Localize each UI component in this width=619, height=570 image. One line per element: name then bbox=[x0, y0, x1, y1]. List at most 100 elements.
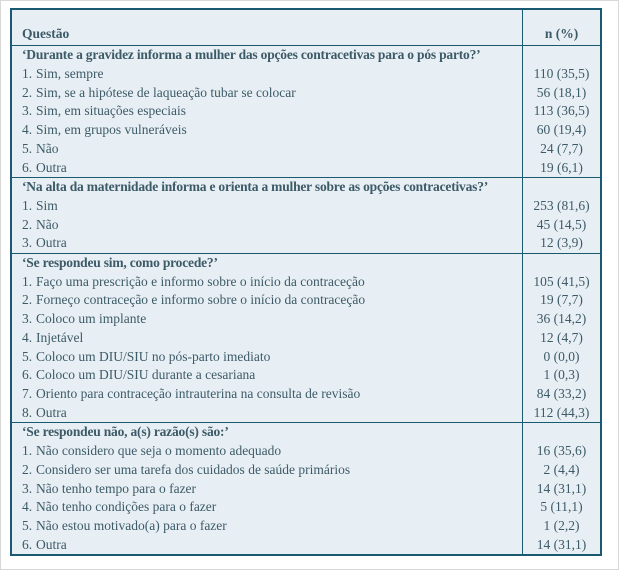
table-row: 5. Não estou motivado(a) para o fazer 1 (2… bbox=[12, 516, 600, 536]
item-value: 84 (33,2) bbox=[522, 384, 600, 404]
item-value: 110 (35,5) bbox=[522, 64, 600, 84]
item-number: 2. bbox=[22, 292, 33, 308]
item-text: Sim, sempre bbox=[36, 66, 104, 82]
table-header-row: Questão n (%) bbox=[12, 10, 600, 46]
item-value: 2 (4,4) bbox=[522, 460, 600, 480]
item-number: 5. bbox=[22, 348, 33, 364]
item-number: 2. bbox=[22, 461, 33, 477]
item-value: 16 (35,6) bbox=[522, 441, 600, 461]
item-text: Não bbox=[36, 216, 59, 232]
table-row: 4. Não tenho condições para o fazer 5 (11,… bbox=[12, 497, 600, 517]
item-text: Não considero que seja o momento adequad… bbox=[36, 443, 282, 459]
table-row: 3. Não tenho tempo para o fazer 14 (31,1) bbox=[12, 479, 600, 498]
table-row: 2. Sim, se a hipótese de laqueação tubar … bbox=[12, 83, 600, 103]
item-text: Não tenho condições para o fazer bbox=[36, 499, 217, 515]
questionnaire-table: Questão n (%) ‘Durante a gravidez inform… bbox=[10, 8, 602, 556]
item-label: 1. Sim, sempre bbox=[12, 66, 522, 82]
item-number: 6. bbox=[22, 536, 33, 552]
item-label: 2. Não bbox=[12, 217, 522, 233]
item-number: 1. bbox=[22, 66, 33, 82]
item-text: Sim, em grupos vulneráveis bbox=[36, 122, 187, 138]
item-text: Injetável bbox=[36, 329, 84, 345]
item-label: 2. Forneço contraceção e informo sobre o … bbox=[12, 292, 522, 308]
item-text: Considero ser uma tarefa dos cuidados de… bbox=[36, 461, 351, 477]
table-row: 1. Sim 253 (81,6) bbox=[12, 196, 600, 216]
item-number: 1. bbox=[22, 197, 33, 213]
item-text: Sim bbox=[36, 197, 58, 213]
item-text: Sim, se a hipótese de laqueação tubar se… bbox=[36, 84, 296, 100]
item-text: Outra bbox=[36, 404, 67, 420]
item-number: 6. bbox=[22, 367, 33, 383]
table-row: 1. Sim, sempre 110 (35,5) bbox=[12, 64, 600, 84]
table-row: 5. Coloco um DIU/SIU no pós-parto imediat… bbox=[12, 347, 600, 366]
item-text: Outra bbox=[36, 235, 67, 251]
item-value: 14 (31,1) bbox=[522, 479, 600, 498]
item-number: 3. bbox=[22, 311, 33, 327]
section-title: ‘Na alta da maternidade informa e orient… bbox=[22, 179, 489, 195]
table-row: 4. Sim, em grupos vulneráveis 60 (19,4) bbox=[12, 120, 600, 140]
item-value: 14 (31,1) bbox=[522, 535, 600, 554]
table-body: ‘Durante a gravidez informa a mulher das… bbox=[12, 46, 600, 554]
section-header-row: ‘Durante a gravidez informa a mulher das… bbox=[12, 46, 600, 65]
item-number: 3. bbox=[22, 480, 33, 496]
item-text: Outra bbox=[36, 159, 67, 175]
section-header-row: ‘Se respondeu não, a(s) razão(s) são:’ bbox=[12, 422, 600, 442]
item-text: Outra bbox=[36, 536, 67, 552]
item-number: 8. bbox=[22, 404, 33, 420]
item-value: 24 (7,7) bbox=[522, 139, 600, 159]
item-number: 4. bbox=[22, 499, 33, 515]
column-header-n-percent: n (%) bbox=[522, 10, 600, 45]
table-row: 2. Forneço contraceção e informo sobre o … bbox=[12, 291, 600, 310]
item-label: 2. Sim, se a hipótese de laqueação tubar … bbox=[12, 85, 522, 101]
item-label: 5. Coloco um DIU/SIU no pós-parto imediat… bbox=[12, 349, 522, 365]
item-number: 1. bbox=[22, 443, 33, 459]
item-value: 12 (3,9) bbox=[522, 234, 600, 253]
item-number: 4. bbox=[22, 329, 33, 345]
item-label: 1. Sim bbox=[12, 198, 522, 214]
item-value: 0 (0,0) bbox=[522, 347, 600, 366]
table-row: 7. Oriento para contraceção intrauterina … bbox=[12, 384, 600, 404]
section-title: ‘Se respondeu sim, como procede?’ bbox=[22, 255, 218, 271]
item-text: Faço uma prescrição e informo sobre o in… bbox=[36, 273, 365, 289]
item-text: Não tenho tempo para o fazer bbox=[36, 480, 197, 496]
item-value: 112 (44,3) bbox=[522, 403, 600, 423]
section-value-empty bbox=[522, 46, 600, 65]
item-value: 60 (19,4) bbox=[522, 120, 600, 140]
item-value: 253 (81,6) bbox=[522, 196, 600, 216]
section-title: ‘Durante a gravidez informa a mulher das… bbox=[22, 47, 481, 63]
column-header-question: Questão bbox=[22, 26, 70, 41]
section-header-row: ‘Na alta da maternidade informa e orient… bbox=[12, 176, 600, 197]
item-text: Coloco um DIU/SIU no pós-parto imediato bbox=[36, 348, 271, 364]
item-value: 19 (7,7) bbox=[522, 291, 600, 310]
item-text: Sim, em situações especiais bbox=[36, 103, 186, 119]
item-number: 3. bbox=[22, 235, 33, 251]
item-text: Não estou motivado(a) para o fazer bbox=[36, 517, 227, 533]
table-row: 3. Sim, em situações especiais 113 (36,5) bbox=[12, 102, 600, 121]
table-row: 2. Considero ser uma tarefa dos cuidados … bbox=[12, 460, 600, 480]
item-label: 4. Não tenho condições para o fazer bbox=[12, 499, 522, 515]
section-value-empty bbox=[522, 253, 600, 273]
table-row: 3. Coloco um implante 36 (14,2) bbox=[12, 309, 600, 329]
item-label: 2. Considero ser uma tarefa dos cuidados … bbox=[12, 462, 522, 478]
item-text: Oriento para contraceção intrauterina na… bbox=[36, 386, 361, 401]
item-number: 2. bbox=[22, 84, 33, 100]
table-row: 1. Não considero que seja o momento adequ… bbox=[12, 441, 600, 461]
item-label: 6. Outra bbox=[12, 160, 522, 176]
item-value: 105 (41,5) bbox=[522, 272, 600, 292]
item-label: 3. Outra bbox=[12, 235, 522, 251]
item-number: 7. bbox=[22, 386, 33, 401]
table-row: 6. Outra 14 (31,1) bbox=[12, 535, 600, 554]
item-label: 4. Injetável bbox=[12, 330, 522, 346]
item-label: 6. Outra bbox=[12, 537, 522, 553]
table-row: 1. Faço uma prescrição e informo sobre o … bbox=[12, 272, 600, 292]
table-row: 4. Injetável 12 (4,7) bbox=[12, 328, 600, 348]
table-row: 3. Outra 12 (3,9) bbox=[12, 234, 600, 253]
section-value-empty bbox=[522, 177, 600, 197]
item-label: 8. Outra bbox=[12, 405, 522, 421]
item-value: 45 (14,5) bbox=[522, 215, 600, 235]
item-value: 5 (11,1) bbox=[522, 497, 600, 517]
item-value: 1 (2,2) bbox=[522, 516, 600, 536]
item-value: 36 (14,2) bbox=[522, 309, 600, 329]
table-row: 6. Outra 19 (6,1) bbox=[12, 158, 600, 177]
